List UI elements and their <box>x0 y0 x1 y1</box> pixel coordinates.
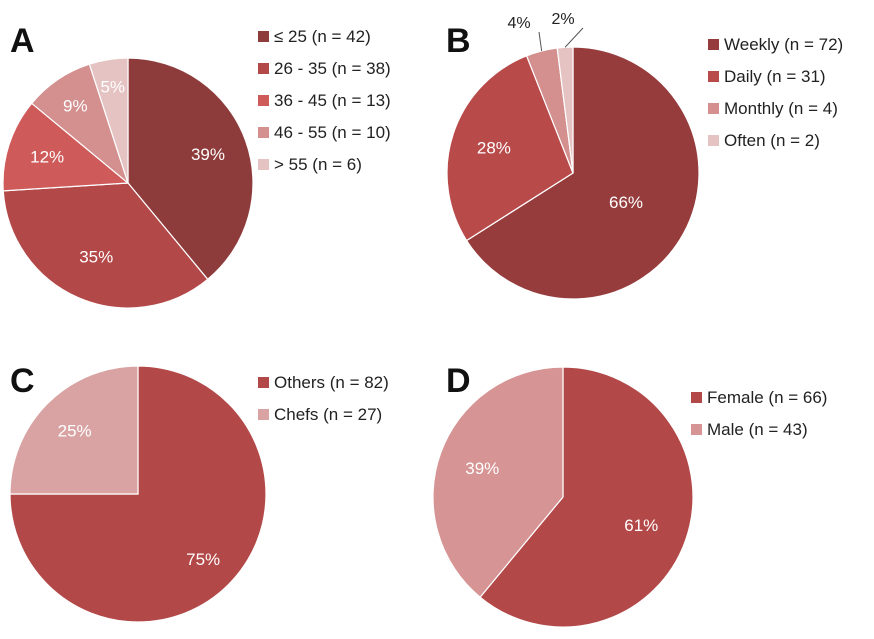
pie-panel-c: C 75% 25% Others (n = 82) Chefs (n = 27) <box>9 362 389 623</box>
legend-swatch <box>258 159 269 170</box>
legend-item-label: > 55 (n = 6) <box>274 155 362 174</box>
legend-item-label: 36 - 45 (n = 13) <box>274 91 391 110</box>
legend-item-label: ≤ 25 (n = 42) <box>274 27 371 46</box>
pie-slice <box>88 57 129 184</box>
legend: Others (n = 82) Chefs (n = 27) <box>258 373 389 424</box>
panel-letter: C <box>10 362 35 400</box>
legend-swatch <box>258 63 269 74</box>
slice-label: 12% <box>30 148 64 167</box>
leader-line <box>564 27 584 48</box>
legend: Female (n = 66) Male (n = 43) <box>691 388 827 439</box>
legend-item-label: Weekly (n = 72) <box>724 35 843 54</box>
legend-swatch <box>708 103 719 114</box>
panels: A 39% 35% 12% 9% 5% ≤ 25 (n = 42) 26 - 35 (n = … <box>2 11 843 628</box>
pie-slice <box>479 366 694 628</box>
pie-slice <box>9 365 267 623</box>
legend-swatch <box>708 71 719 82</box>
legend-item-label: Female (n = 66) <box>707 388 827 407</box>
slice-label: 39% <box>191 145 225 164</box>
legend: ≤ 25 (n = 42) 26 - 35 (n = 38) 36 - 45 (n … <box>258 27 391 174</box>
pie-panel-b: B 66% 28% 4% 2% Weekly (n = 72) Daily (n = 31)… <box>446 11 843 300</box>
panel-letter: D <box>446 362 471 400</box>
legend-swatch <box>691 424 702 435</box>
legend-swatch <box>258 127 269 138</box>
legend-item-label: 46 - 55 (n = 10) <box>274 123 391 142</box>
pie-slice <box>127 57 254 281</box>
slice-label: 2% <box>551 11 574 28</box>
pie-slice <box>9 365 139 495</box>
slice-label: 75% <box>186 550 220 569</box>
legend-swatch <box>691 392 702 403</box>
legend-swatch <box>708 39 719 50</box>
legend-item-label: Monthly (n = 4) <box>724 99 838 118</box>
pie-panel-d: D 61% 39% Female (n = 66) Male (n = 43) <box>432 362 827 628</box>
pie-slice <box>446 55 574 242</box>
pie-panel-a: A 39% 35% 12% 9% 5% ≤ 25 (n = 42) 26 - 35 (n = … <box>2 22 391 309</box>
slice-label: 61% <box>624 516 658 535</box>
slice-label: 39% <box>465 459 499 478</box>
pie-slice <box>465 46 700 300</box>
legend-item-label: Chefs (n = 27) <box>274 405 382 424</box>
legend-item-label: Others (n = 82) <box>274 373 389 392</box>
slice-label: 9% <box>63 96 88 115</box>
legend-swatch <box>708 135 719 146</box>
pie-slice <box>2 102 130 192</box>
slice-label: 28% <box>477 138 511 157</box>
slice-label: 5% <box>100 78 125 97</box>
legend-swatch <box>258 409 269 420</box>
legend-item-label: Daily (n = 31) <box>724 67 826 86</box>
legend-item-label: Male (n = 43) <box>707 420 808 439</box>
panel-letter: B <box>446 22 471 60</box>
panel-letter: A <box>10 22 35 60</box>
slice-label: 25% <box>58 422 92 441</box>
legend-swatch <box>258 377 269 388</box>
slice-label: 35% <box>79 247 113 266</box>
legend-item-label: Often (n = 2) <box>724 131 820 150</box>
slice-label: 4% <box>507 15 530 32</box>
legend: Weekly (n = 72) Daily (n = 31) Monthly (n … <box>708 35 843 150</box>
pie-slice <box>2 182 209 309</box>
slice-label: 66% <box>609 193 643 212</box>
legend-item-label: 26 - 35 (n = 38) <box>274 59 391 78</box>
legend-swatch <box>258 31 269 42</box>
pie-slice <box>432 366 564 599</box>
legend-swatch <box>258 95 269 106</box>
leader-line <box>538 31 543 52</box>
